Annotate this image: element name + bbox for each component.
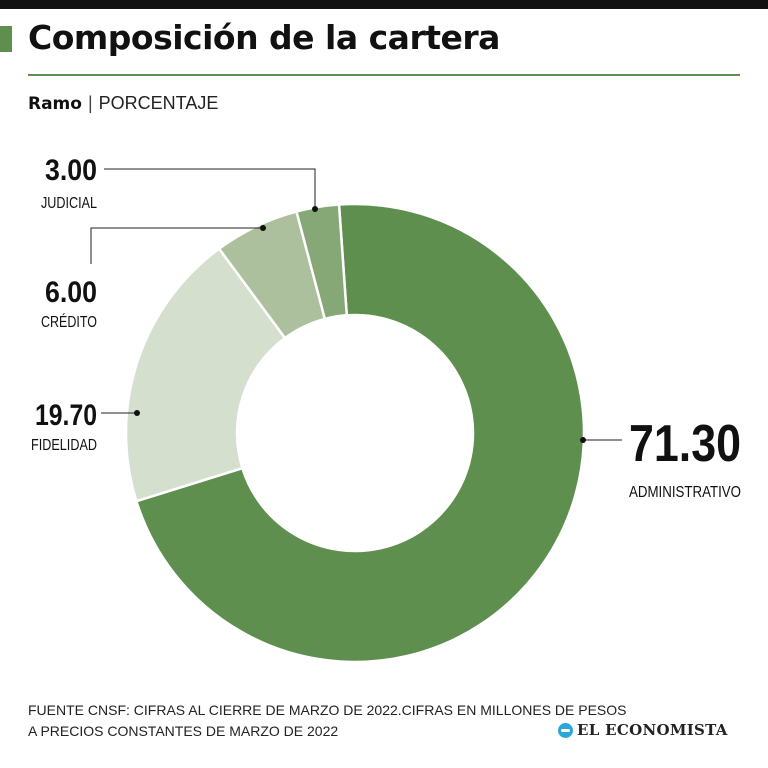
source-line-1: FUENTE CNSF: CIFRAS AL CIERRE DE MARZO D…: [28, 702, 627, 718]
category-label-judicial: JUDICIAL: [41, 195, 97, 212]
page-title: Composición de la cartera: [28, 18, 500, 57]
category-label-fidelidad: FIDELIDAD: [31, 437, 97, 454]
leader-dot-administrativo: [580, 437, 586, 443]
value-label-credito: 6.00: [45, 276, 97, 309]
category-label-administrativo: ADMINISTRATIVO: [629, 484, 741, 501]
title-accent-bar: [0, 26, 12, 52]
subtitle: Ramo | PORCENTAJE: [28, 93, 218, 114]
leader-dot-fidelidad: [134, 410, 140, 416]
top-bar: [0, 0, 768, 9]
value-label-fidelidad: 19.70: [35, 399, 97, 432]
subtitle-unit: PORCENTAJE: [98, 93, 219, 113]
brand-logo: EL ECONOMISTA: [558, 721, 728, 739]
leader-dot-judicial: [312, 206, 318, 212]
subtitle-separator: |: [87, 93, 93, 113]
source-line-2: A PRECIOS CONSTANTES DE MARZO DE 2022: [28, 723, 339, 739]
leader-dot-credito: [260, 225, 266, 231]
leader-line-credito: [90, 227, 263, 264]
leader-line-judicial: [104, 168, 316, 209]
slice-judicial: [294, 203, 349, 321]
subtitle-label: Ramo: [28, 94, 82, 114]
value-label-judicial: 3.00: [45, 154, 97, 187]
source-note: FUENTE CNSF: CIFRAS AL CIERRE DE MARZO D…: [28, 700, 627, 742]
value-label-administrativo: 71.30: [629, 415, 741, 473]
brand-name: EL ECONOMISTA: [577, 721, 728, 739]
category-label-credito: CRÉDITO: [41, 312, 97, 331]
slice-fidelidad: [124, 246, 287, 503]
slice-administrativo: [134, 202, 586, 664]
title-divider: [28, 74, 740, 76]
el-economista-logo-icon: [558, 722, 573, 738]
